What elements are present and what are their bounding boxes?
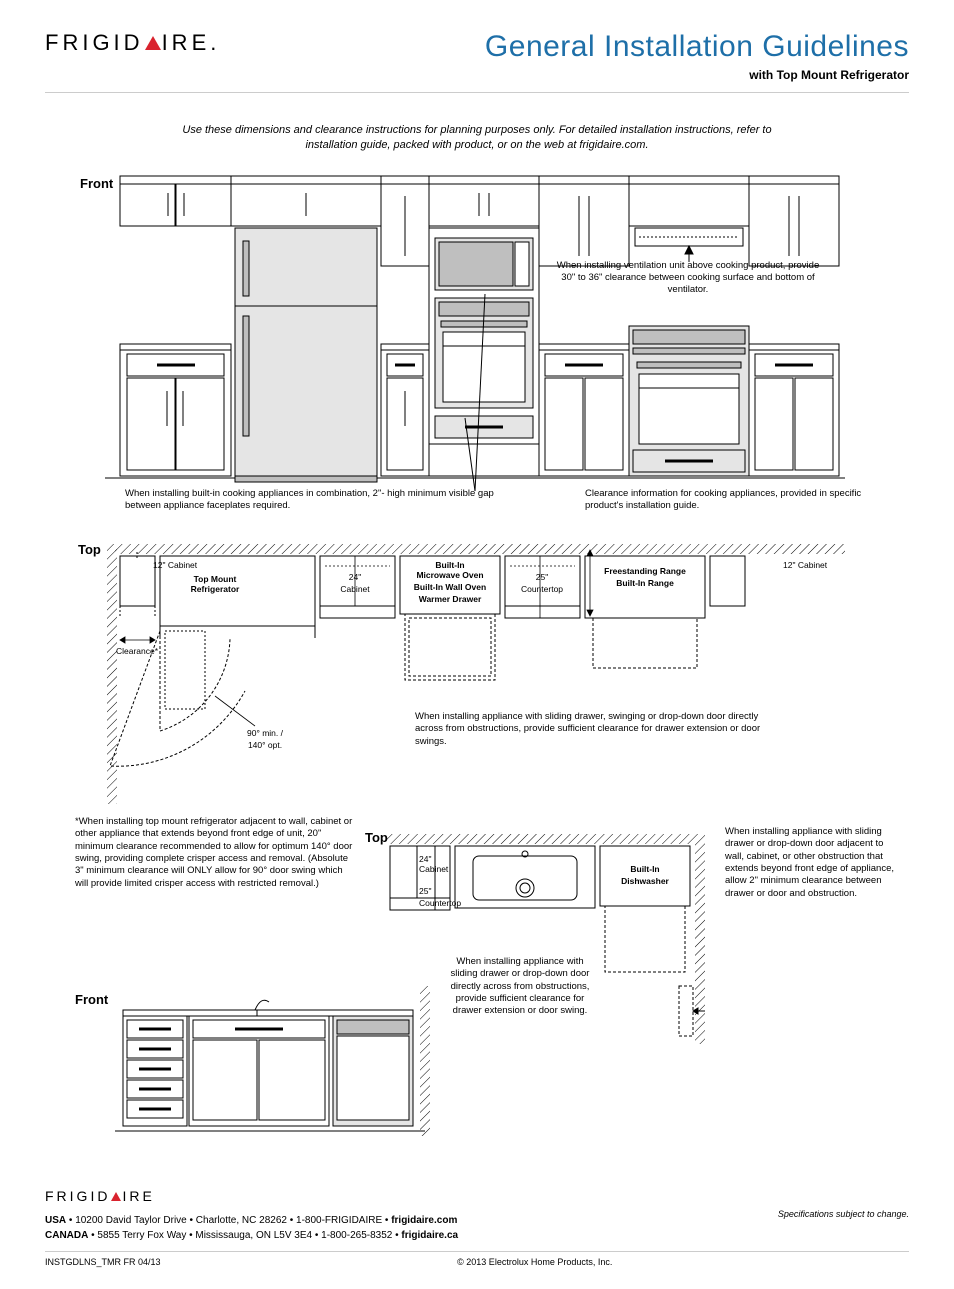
note-ventilation: When installing ventilation unit above c…	[553, 260, 823, 296]
label-range: Freestanding Range	[604, 566, 686, 576]
note-sliding-across: When installing appliance with sliding d…	[415, 711, 765, 748]
triangle-icon	[145, 36, 161, 50]
copyright: © 2013 Electrolux Home Products, Inc.	[457, 1256, 612, 1270]
svg-text:Cabinet: Cabinet	[419, 864, 449, 874]
label-front2: Front	[75, 992, 109, 1007]
svg-text:25": 25"	[536, 572, 548, 582]
page-title: General Installation Guidelines	[485, 30, 909, 64]
header: FRIGIDIRE. General Installation Guidelin…	[45, 30, 909, 82]
svg-text:24": 24"	[419, 854, 431, 864]
footer-rule: INSTGDLNS_TMR FR 04/13 © 2013 Electrolux…	[45, 1251, 909, 1270]
figure-top-plan: Top 12" Cabinet 12" Cabinet Top Mount Re…	[45, 536, 909, 816]
dim-cab12-r: 12" Cabinet	[783, 560, 828, 570]
spec-note: Specifications subject to change.	[778, 1208, 909, 1222]
label-front: Front	[80, 176, 114, 191]
title-block: General Installation Guidelines with Top…	[485, 30, 909, 82]
svg-text:Countertop: Countertop	[521, 584, 563, 594]
svg-text:Built-In: Built-In	[630, 864, 659, 874]
note-builtin-combo: When installing built-in cooking applian…	[125, 488, 525, 513]
svg-text:Built-In Range: Built-In Range	[616, 578, 674, 588]
page-subtitle: with Top Mount Refrigerator	[485, 68, 909, 82]
doc-id: INSTGDLNS_TMR FR 04/13	[45, 1256, 161, 1270]
figure-bottom: *When installing top mount refrigerator …	[45, 816, 909, 1156]
svg-text:Warmer Drawer: Warmer Drawer	[419, 594, 482, 604]
dim-cab12-l: 12" Cabinet	[153, 560, 198, 570]
intro-text: Use these dimensions and clearance instr…	[167, 123, 787, 154]
svg-text:25": 25"	[419, 886, 431, 896]
svg-text:Microwave Oven: Microwave Oven	[416, 570, 483, 580]
label-top2: Top	[365, 830, 388, 845]
label-microwave: Built-In	[435, 560, 464, 570]
svg-text:Dishwasher: Dishwasher	[621, 876, 669, 886]
svg-text:Built-In Wall Oven: Built-In Wall Oven	[414, 582, 486, 592]
divider	[45, 92, 909, 93]
note-clearance-info: Clearance information for cooking applia…	[585, 488, 885, 513]
footer-brand: FRIGIDIRE	[45, 1186, 909, 1207]
svg-text:140° opt.: 140° opt.	[248, 740, 282, 750]
svg-text:Cabinet: Cabinet	[340, 584, 370, 594]
label-fridge: Top Mount	[194, 574, 237, 584]
note-sliding-adjacent: When installing appliance with sliding d…	[725, 826, 895, 900]
label-top1: Top	[78, 542, 101, 557]
dim-clearance: Clearance*	[116, 646, 159, 656]
note-doorswing: 90° min. /	[247, 728, 284, 738]
svg-text:Refrigerator: Refrigerator	[191, 584, 240, 594]
figure-front-elevation: Front When installing ventilation unit a…	[45, 166, 909, 536]
footer-canada: CANADA • 5855 Terry Fox Way • Mississaug…	[45, 1228, 909, 1243]
footer: FRIGIDIRE USA • 10200 David Taylor Drive…	[45, 1186, 909, 1270]
note-fridge-clearance: *When installing top mount refrigerator …	[75, 816, 355, 890]
svg-text:24": 24"	[349, 572, 361, 582]
svg-text:Countertop: Countertop	[419, 898, 461, 908]
note-sliding-across2: When installing appliance with sliding d…	[445, 956, 595, 1018]
brand-logo: FRIGIDIRE.	[45, 30, 220, 56]
